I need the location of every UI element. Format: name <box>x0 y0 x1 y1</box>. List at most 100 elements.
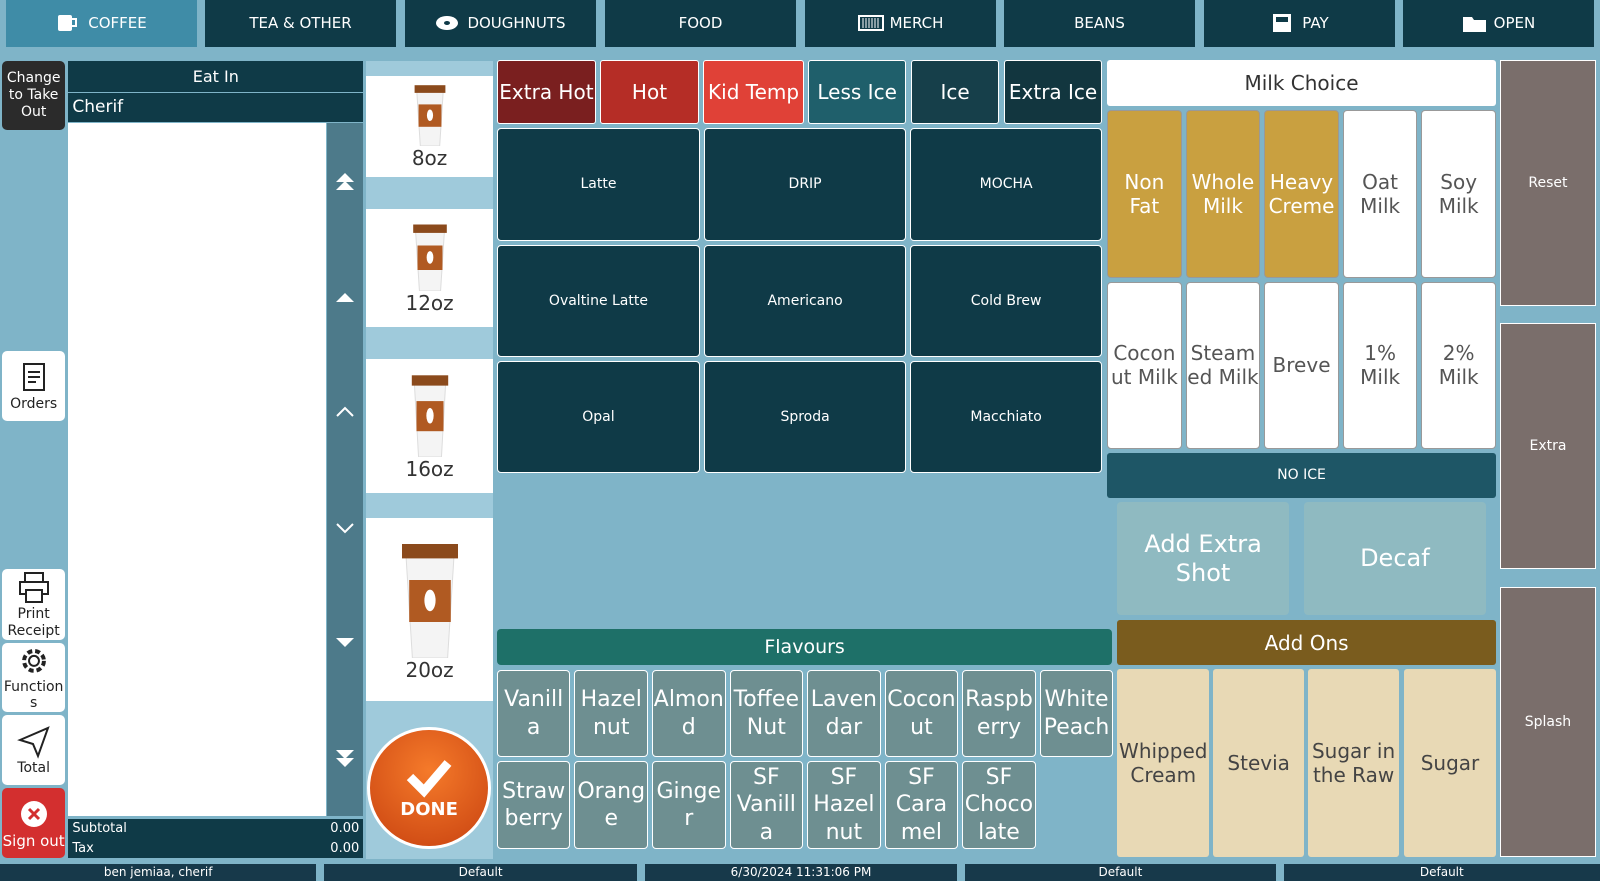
sidebar-button[interactable]: Orders <box>2 351 66 422</box>
size-label: 12oz <box>405 290 454 315</box>
sidebar-button[interactable]: Print Receipt <box>2 569 66 640</box>
flavour-button[interactable]: White Peach <box>1039 670 1114 758</box>
add-on-button[interactable]: Stevia <box>1213 669 1305 858</box>
drink-button[interactable]: Americano <box>704 244 907 358</box>
icon <box>857 15 884 32</box>
tab[interactable]: FOOD <box>605 0 796 47</box>
add-ons-title: Add Ons <box>1117 620 1496 666</box>
drink-button[interactable]: Latte <box>496 127 700 241</box>
size-button[interactable]: 8oz <box>366 75 493 177</box>
drink-button[interactable]: MOCHA <box>910 127 1103 241</box>
milk-button[interactable]: Coconut Milk <box>1107 281 1182 449</box>
tab-label: BEANS <box>1074 14 1125 33</box>
done-button[interactable]: DONE <box>367 726 491 849</box>
temp-button[interactable]: Extra Hot <box>496 60 596 125</box>
drink-button[interactable]: Cold Brew <box>910 244 1103 358</box>
total-value: 0.00 <box>330 840 360 856</box>
status-segment: ben jemiaa, cherif <box>0 864 317 881</box>
milk-button[interactable]: Non Fat <box>1107 110 1182 278</box>
icon <box>1462 17 1486 33</box>
no-ice-button[interactable]: NO ICE <box>1107 453 1496 498</box>
temp-button[interactable]: Extra Ice <box>1004 60 1103 125</box>
add-on-button[interactable]: Whipped Cream <box>1117 669 1210 858</box>
size-button[interactable]: 16oz <box>366 359 493 493</box>
temp-button[interactable]: Less Ice <box>808 60 907 125</box>
order-mode: Eat In <box>68 61 364 92</box>
flavour-button[interactable]: Coconut <box>884 670 959 758</box>
flavour-button[interactable]: Raspberry <box>962 670 1036 758</box>
flavour-button[interactable]: Hazelnut <box>574 670 648 758</box>
add-on-button[interactable]: Sugar <box>1404 669 1496 858</box>
total-row: Tax 0.00 <box>68 838 364 859</box>
flavour-button[interactable]: Almond <box>652 670 726 758</box>
temp-button[interactable]: Kid Temp <box>703 60 805 125</box>
sidebar-button[interactable]: Total <box>2 715 66 785</box>
tab[interactable]: DOUGHNUTS <box>405 0 596 47</box>
tab[interactable]: TEA & OTHER <box>205 0 396 47</box>
side-option-button[interactable]: Splash <box>1500 586 1596 858</box>
flavour-button[interactable]: Toffee Nut <box>729 670 804 758</box>
flavour-button[interactable]: Ginger <box>652 761 726 849</box>
drink-button[interactable]: Macchiato <box>910 361 1103 474</box>
icon <box>412 224 447 291</box>
status-segment: Default <box>1283 864 1600 881</box>
drink-button[interactable]: Ovaltine Latte <box>496 244 700 358</box>
temp-button[interactable]: Ice <box>911 60 999 125</box>
milk-button[interactable]: Breve <box>1264 281 1339 449</box>
drink-button[interactable]: Opal <box>496 361 700 474</box>
tab[interactable]: BEANS <box>1004 0 1195 47</box>
extra-shot-button[interactable]: Add Extra Shot <box>1117 502 1289 616</box>
milk-button[interactable]: 1% Milk <box>1342 281 1418 449</box>
side-option-button[interactable]: Reset <box>1500 60 1596 307</box>
icon <box>335 173 354 191</box>
milk-button[interactable]: 2% Milk <box>1421 281 1496 449</box>
tab[interactable]: MERCH <box>805 0 996 47</box>
flavour-button[interactable]: Lavendar <box>807 670 881 758</box>
milk-button[interactable]: Soy Milk <box>1421 110 1496 278</box>
icon <box>335 749 354 767</box>
icon <box>336 522 354 534</box>
flavour-button[interactable]: Orange <box>574 761 648 849</box>
icon <box>58 15 78 32</box>
flavour-button[interactable]: SF Hazelnut <box>807 761 881 849</box>
milk-button[interactable]: Oat Milk <box>1342 110 1418 278</box>
tab-label: PAY <box>1302 14 1329 33</box>
temp-button[interactable]: Hot <box>600 60 699 125</box>
icon <box>16 725 50 759</box>
icon <box>22 362 45 391</box>
add-on-button[interactable]: Sugar in the Raw <box>1308 669 1399 858</box>
total-value: 0.00 <box>330 821 360 837</box>
icon <box>20 800 47 827</box>
side-option-button[interactable]: Extra <box>1500 323 1596 570</box>
milk-button[interactable]: Heavy Creme <box>1264 110 1339 278</box>
flavour-button[interactable]: Vanilla <box>496 670 571 758</box>
tab[interactable]: COFFEE <box>6 0 197 47</box>
tab-label: COFFEE <box>88 14 147 33</box>
status-segment: Default <box>324 864 637 881</box>
total-label: Subtotal <box>72 821 127 837</box>
icon <box>406 760 452 798</box>
drink-button[interactable]: Sproda <box>704 361 907 474</box>
milk-title: Milk Choice <box>1107 60 1496 107</box>
decaf-button[interactable]: Decaf <box>1304 502 1486 616</box>
flavour-button[interactable]: SF Chocolate <box>962 761 1036 849</box>
flavour-button[interactable]: SF Vanilla <box>729 761 804 849</box>
sidebar-button[interactable]: Functions <box>2 642 66 713</box>
flavour-button[interactable]: SF Caramel <box>884 761 959 849</box>
milk-button[interactable]: Steamed Milk <box>1185 281 1261 449</box>
sidebar-label: Sign out <box>2 831 65 850</box>
size-button[interactable]: 20oz <box>366 518 493 701</box>
sidebar-button[interactable]: Change to Take Out <box>2 61 66 130</box>
milk-button[interactable]: Whole Milk <box>1185 110 1261 278</box>
customer-name: Cherif <box>68 92 364 123</box>
tab[interactable]: OPEN <box>1403 0 1594 47</box>
tab[interactable]: PAY <box>1204 0 1395 47</box>
flavour-button[interactable]: Strawberry <box>496 761 571 849</box>
size-button[interactable]: 12oz <box>366 209 493 327</box>
tab-label: DOUGHNUTS <box>467 14 566 33</box>
icon <box>414 85 445 146</box>
status-segment: 6/30/2024 11:31:06 PM <box>644 864 958 881</box>
drink-button[interactable]: DRIP <box>704 127 907 241</box>
sidebar-button[interactable]: Sign out <box>2 787 66 859</box>
icon <box>335 638 354 648</box>
